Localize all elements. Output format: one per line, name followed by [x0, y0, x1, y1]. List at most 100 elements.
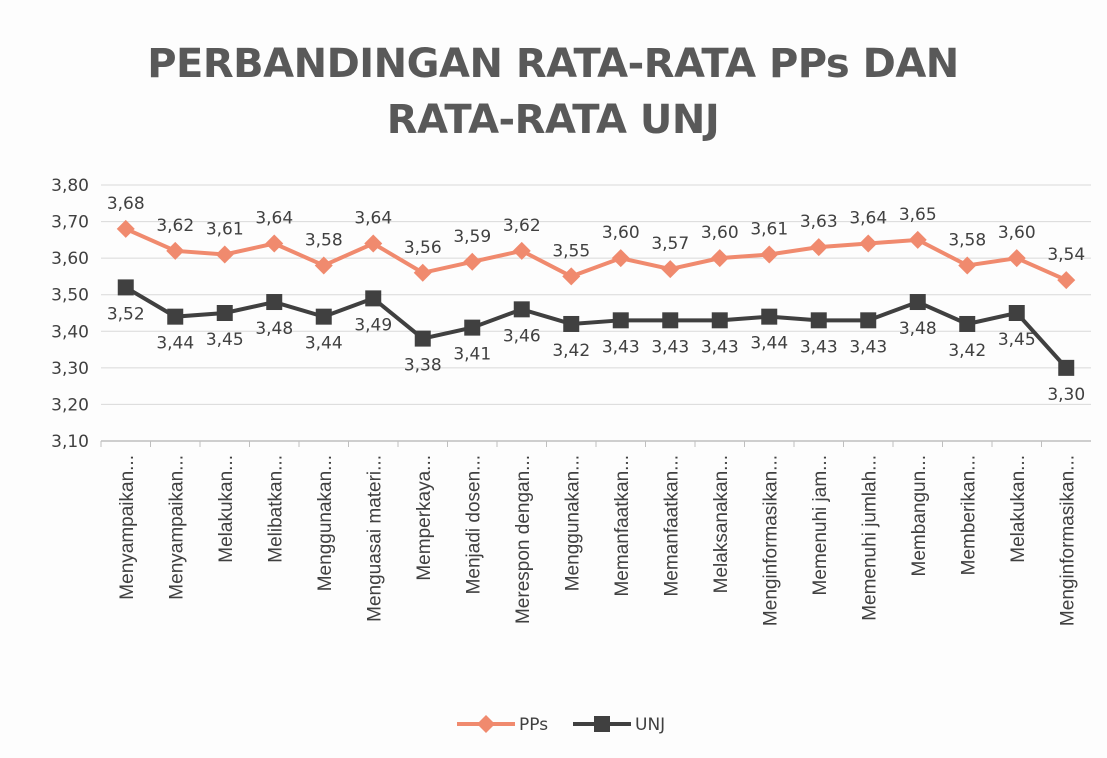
data-point	[710, 249, 729, 268]
data-point	[513, 301, 530, 318]
legend-label: PPs	[519, 715, 548, 735]
data-point	[215, 245, 234, 264]
data-label: 3,64	[354, 209, 392, 229]
data-point	[116, 219, 135, 238]
y-tick-label: 3,50	[51, 286, 89, 306]
data-point	[315, 308, 332, 325]
data-label: 3,44	[305, 334, 343, 354]
x-tick-label: Memenuhi jumlah...	[859, 455, 880, 621]
data-point	[463, 252, 482, 271]
data-point	[908, 230, 927, 249]
data-point	[662, 312, 679, 329]
data-point	[266, 294, 283, 311]
data-label: 3,64	[849, 209, 887, 229]
data-point	[216, 305, 233, 321]
data-point	[414, 330, 431, 347]
x-tick-label: Menggunakan...	[562, 455, 583, 591]
legend-marker	[594, 716, 610, 732]
data-point	[464, 319, 481, 336]
data-point	[959, 315, 976, 332]
x-tick-label: Menjadi dosen...	[463, 455, 484, 594]
data-label: 3,30	[1047, 385, 1085, 405]
data-label: 3,60	[998, 223, 1036, 243]
x-tick-label: Melakukan...	[216, 455, 237, 563]
data-point	[760, 245, 779, 264]
data-label: 3,65	[899, 205, 937, 225]
data-point	[413, 263, 432, 282]
data-point	[958, 256, 977, 275]
data-label: 3,56	[404, 238, 442, 258]
data-point	[809, 238, 828, 257]
data-label: 3,58	[305, 230, 343, 250]
data-label: 3,55	[552, 241, 590, 261]
data-label: 3,43	[651, 337, 689, 357]
data-label: 3,58	[948, 230, 986, 250]
x-tick-label: Melakukan...	[1008, 455, 1029, 563]
x-tick-label: Menyampaikan...	[166, 455, 187, 600]
data-label: 3,42	[552, 341, 590, 361]
data-point	[859, 234, 878, 253]
x-tick-label: Menginformasikan...	[1057, 455, 1078, 626]
data-point	[1008, 305, 1025, 321]
data-label: 3,54	[1047, 245, 1085, 265]
x-tick-label: Memenuhi jam...	[810, 455, 831, 595]
data-point	[761, 308, 778, 325]
data-label: 3,44	[156, 334, 194, 354]
x-tick-label: Menginformasikan...	[760, 455, 781, 626]
x-tick-label: Menyampaikan...	[117, 455, 138, 600]
x-tick-label: Memperkaya...	[414, 455, 435, 581]
chart-title: PERBANDINGAN RATA-RATA PPs DAN RATA-RATA…	[147, 41, 959, 143]
data-point	[661, 260, 680, 279]
data-point	[265, 234, 284, 253]
data-label: 3,43	[701, 337, 739, 357]
series-line	[124, 227, 1068, 282]
data-label: 3,60	[602, 223, 640, 243]
data-label: 3,41	[453, 345, 491, 365]
data-label: 3,61	[206, 219, 244, 239]
y-tick-label: 3,10	[51, 432, 89, 452]
data-label: 3,45	[998, 330, 1036, 350]
legend-marker	[477, 715, 495, 733]
data-point	[612, 312, 629, 329]
data-point	[512, 241, 531, 260]
data-label: 3,52	[107, 304, 145, 324]
data-label: 3,62	[503, 216, 541, 236]
data-point	[909, 294, 926, 311]
y-tick-label: 3,60	[51, 249, 89, 269]
data-point	[810, 312, 827, 329]
y-tick-label: 3,20	[51, 395, 89, 415]
x-tick-label: Memberikan...	[958, 455, 979, 575]
data-point	[562, 267, 581, 286]
data-point	[166, 241, 185, 260]
data-label: 3,43	[602, 337, 640, 357]
data-label: 3,48	[899, 319, 937, 339]
data-point	[117, 279, 134, 296]
data-label: 3,57	[651, 234, 689, 254]
y-tick-label: 3,30	[51, 359, 89, 379]
x-tick-label: Melibatkan...	[265, 455, 286, 563]
data-point	[167, 308, 184, 325]
data-label: 3,64	[255, 209, 293, 229]
data-label: 3,68	[107, 194, 145, 214]
legend-label: UNJ	[635, 715, 665, 735]
data-label: 3,60	[701, 223, 739, 243]
y-tick-label: 3,40	[51, 322, 89, 342]
x-tick-label: Melaksanakan...	[711, 455, 732, 593]
x-tick-label: Memanfaatkan...	[661, 455, 682, 597]
x-tick-label: Membangun...	[909, 455, 930, 576]
data-point	[365, 290, 382, 307]
x-tick-label: Merespon dengan...	[513, 455, 534, 624]
data-point	[611, 249, 630, 268]
data-label: 3,61	[750, 219, 788, 239]
data-point	[563, 315, 580, 332]
data-label: 3,45	[206, 330, 244, 350]
data-label: 3,62	[156, 216, 194, 236]
series-line	[124, 285, 1068, 370]
data-point	[1007, 249, 1026, 268]
y-tick-label: 3,80	[51, 176, 89, 196]
data-label: 3,49	[354, 315, 392, 335]
data-label: 3,38	[404, 356, 442, 376]
data-label: 3,46	[503, 326, 541, 346]
